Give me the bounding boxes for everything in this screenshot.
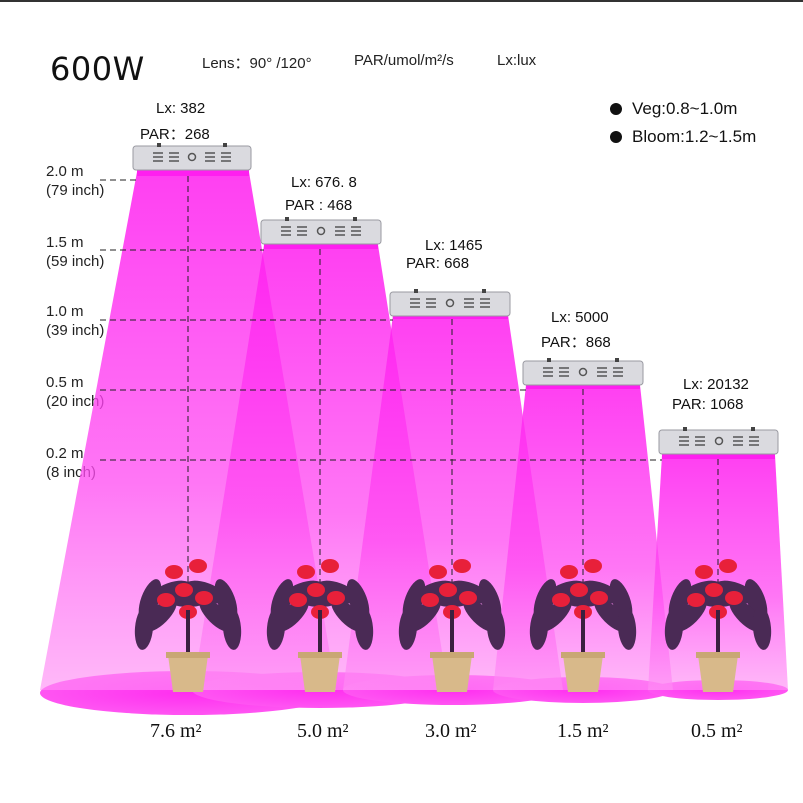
height-meters: 1.0 m	[46, 303, 84, 320]
lx-unit-info: Lx:lux	[497, 52, 537, 69]
top-border	[0, 0, 803, 2]
lamp-2-lx: Lx: 676. 8	[291, 174, 357, 191]
height-meters: 2.0 m	[46, 163, 84, 180]
legend-bloom-text: Bloom:1.2~1.5m	[632, 127, 757, 146]
potted-plant-4	[529, 559, 637, 692]
grow-lamp-4	[522, 358, 644, 386]
potted-plant-2	[266, 559, 374, 692]
grow-lamp-3	[389, 289, 511, 317]
legend-bloom: Bloom:1.2~1.5m	[610, 127, 756, 147]
grow-lamp-5	[658, 427, 779, 455]
wattage-title: 600W	[50, 50, 145, 88]
coverage-area-5: 0.5 m²	[691, 720, 743, 742]
height-inches: (39 inch)	[46, 322, 105, 339]
lens-info: Lens：90° /120°	[202, 55, 312, 72]
height-inches: (20 inch)	[46, 393, 105, 410]
height-label-2-0: 2.0 m (79 inch)	[46, 162, 104, 200]
lamp-2-par: PAR : 468	[285, 197, 353, 214]
height-inches: (79 inch)	[46, 182, 105, 199]
height-inches: (59 inch)	[46, 253, 105, 270]
grow-lamps	[132, 143, 779, 455]
coverage-area-1: 7.6 m²	[150, 720, 202, 742]
height-label-1-5: 1.5 m (59 inch)	[46, 233, 104, 271]
lamp-glow	[137, 168, 249, 176]
lamp-3-par: PAR: 668	[406, 255, 470, 272]
legend-veg-text: Veg:0.8~1.0m	[632, 99, 738, 118]
lamp-glow	[264, 241, 378, 249]
lamp-glow	[662, 451, 775, 459]
coverage-area-4: 1.5 m²	[557, 720, 609, 742]
lamp-5-lx: Lx: 20132	[683, 376, 749, 393]
bullet-icon	[610, 102, 622, 115]
legend-veg: Veg:0.8~1.0m	[610, 99, 737, 119]
lamp-1-lx: Lx: 382	[156, 100, 206, 117]
par-unit-info: PAR/umol/m²/s	[354, 52, 454, 69]
height-guide-lines	[100, 179, 662, 461]
height-meters: 1.5 m	[46, 234, 84, 251]
coverage-area-3: 3.0 m²	[425, 720, 477, 742]
lamp-4-lx: Lx: 5000	[551, 309, 609, 326]
plants	[134, 559, 772, 692]
lamp-3-lx: Lx: 1465	[425, 237, 483, 254]
potted-plant-1	[134, 559, 242, 692]
lamp-5-par: PAR: 1068	[672, 396, 744, 413]
grow-lamp-2	[260, 217, 382, 245]
coverage-area-2: 5.0 m²	[297, 720, 349, 742]
height-label-1-0: 1.0 m (39 inch)	[46, 302, 104, 340]
height-meters: 0.5 m	[46, 374, 84, 391]
height-meters: 0.2 m	[46, 445, 84, 462]
grow-lamp-1	[132, 143, 252, 171]
height-label-0-5: 0.5 m (20 inch)	[46, 373, 104, 411]
bullet-icon	[610, 130, 622, 143]
potted-plant-5	[664, 559, 772, 692]
potted-plant-3	[398, 559, 506, 692]
lamp-4-par: PAR：868	[541, 334, 611, 351]
lamp-1-par: PAR：268	[140, 126, 210, 143]
